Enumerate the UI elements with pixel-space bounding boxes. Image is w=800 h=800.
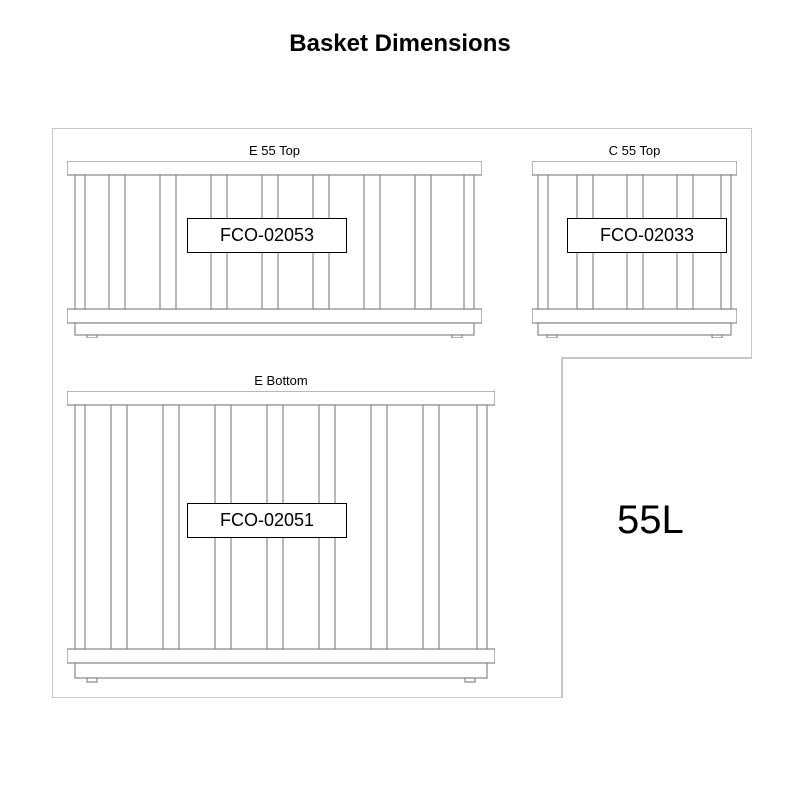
- basket-c55top: C 55 Top FCO-02033: [532, 143, 737, 338]
- diagram-container: E 55 Top: [52, 128, 752, 698]
- page-title: Basket Dimensions: [0, 30, 800, 58]
- basket-title: E Bottom: [67, 373, 495, 388]
- basket-title: E 55 Top: [67, 143, 482, 158]
- part-label: FCO-02033: [567, 218, 727, 253]
- basket-ebottom: E Bottom: [67, 373, 495, 683]
- basket-e55top: E 55 Top: [67, 143, 482, 338]
- part-label: FCO-02051: [187, 503, 347, 538]
- basket-title: C 55 Top: [532, 143, 737, 158]
- part-label: FCO-02053: [187, 218, 347, 253]
- size-label: 55L: [617, 498, 684, 543]
